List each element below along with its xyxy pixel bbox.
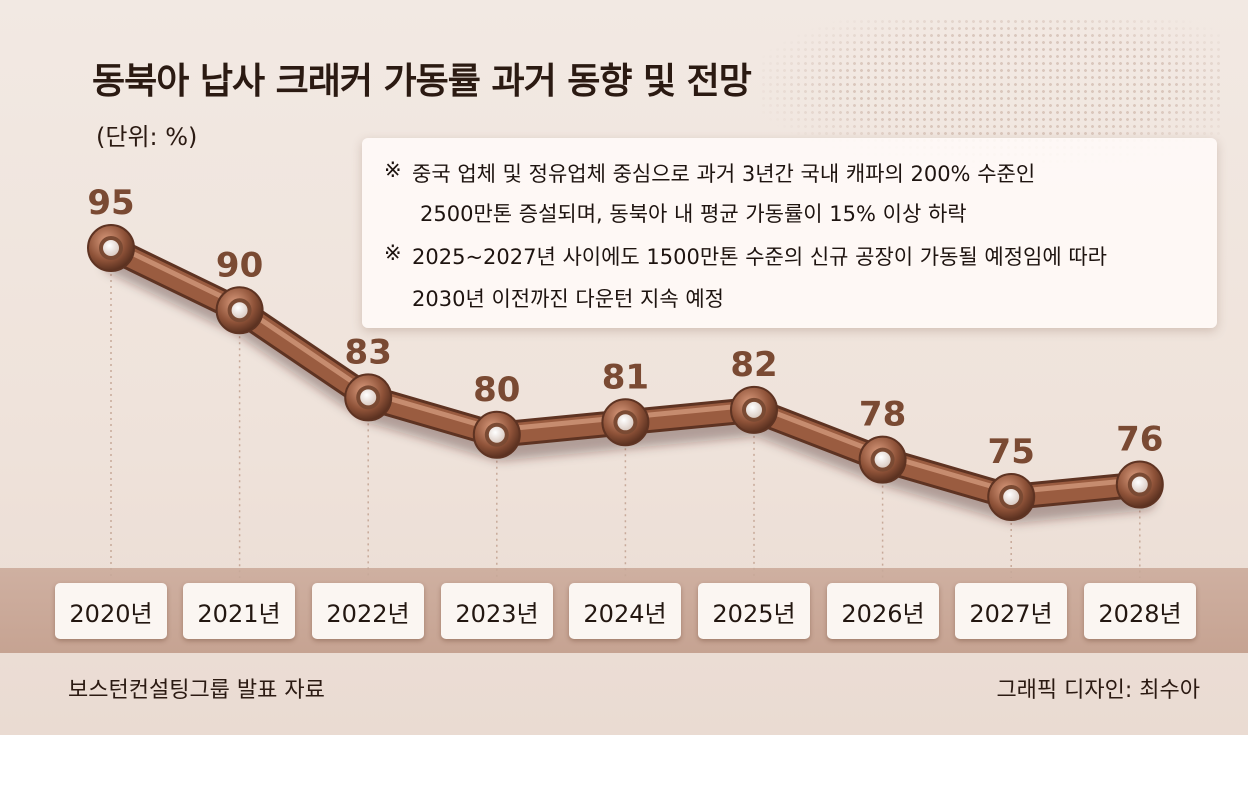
source-note: 보스턴컨설팅그룹 발표 자료 [68,678,325,703]
unit-label: (단위: %) [96,123,198,151]
x-tick-2028: 2028년 [1084,583,1196,639]
x-tick-2025: 2025년 [698,583,810,639]
guide-lines [110,268,1141,578]
note-2-mark: ※ [384,241,402,265]
data-point-dot-1 [231,302,248,319]
data-point-dot-4 [617,414,634,431]
data-label-2023년: 80 [473,370,520,410]
line-chart: 95 90 83 80 81 82 78 75 76 [87,183,1164,578]
data-point-dot-0 [103,240,119,256]
chart-title: 동북아 납사 크래커 가동률 과거 동향 및 전망 [92,61,752,102]
data-label-2025년: 82 [730,345,777,385]
data-point-dot-6 [874,451,891,468]
x-tick-2020: 2020년 [55,583,167,639]
x-tick-2023: 2023년 [441,583,553,639]
x-tick-2026: 2026년 [827,583,939,639]
data-label-2021년: 90 [216,245,263,285]
data-label-2027년: 75 [988,432,1035,472]
data-label-2026년: 78 [859,395,906,435]
note-1-line-2: 2500만톤 증설되며, 동북아 내 평균 가동률이 15% 이상 하락 [420,202,967,226]
data-label-2028년: 76 [1116,420,1163,460]
note-box: ※ 중국 업체 및 정유업체 중심으로 과거 3년간 국내 캐파의 200% 수… [362,138,1217,328]
data-point-dot-5 [746,401,762,418]
x-tick-2022: 2022년 [312,583,424,639]
data-point-dot-7 [1003,489,1020,505]
note-1-mark: ※ [384,158,402,182]
data-label-2024년: 81 [602,357,649,397]
x-tick-2024: 2024년 [569,583,681,639]
data-point-dot-2 [360,389,377,406]
note-2-line-2: 2030년 이전까진 다운턴 지속 예정 [412,287,724,311]
data-point-dot-3 [488,426,505,443]
x-tick-2021: 2021년 [183,583,295,639]
data-labels: 95 90 83 80 81 82 78 75 76 [87,183,1163,472]
data-label-2022년: 83 [345,332,392,372]
note-1-line-1: 중국 업체 및 정유업체 중심으로 과거 3년간 국내 캐파의 200% 수준인 [412,162,1036,186]
x-tick-2027: 2027년 [955,583,1067,639]
note-2-line-1: 2025~2027년 사이에도 1500만톤 수준의 신규 공장이 가동될 예정… [412,245,1108,269]
data-points [87,224,1164,521]
data-point-dot-8 [1131,476,1148,493]
graphic-credit: 그래픽 디자인: 최수아 [996,678,1200,703]
data-label-2020년: 95 [87,183,134,223]
